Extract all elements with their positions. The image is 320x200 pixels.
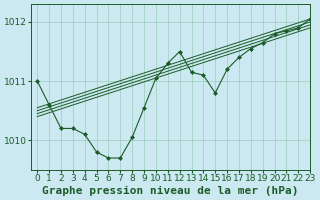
X-axis label: Graphe pression niveau de la mer (hPa): Graphe pression niveau de la mer (hPa): [43, 186, 299, 196]
